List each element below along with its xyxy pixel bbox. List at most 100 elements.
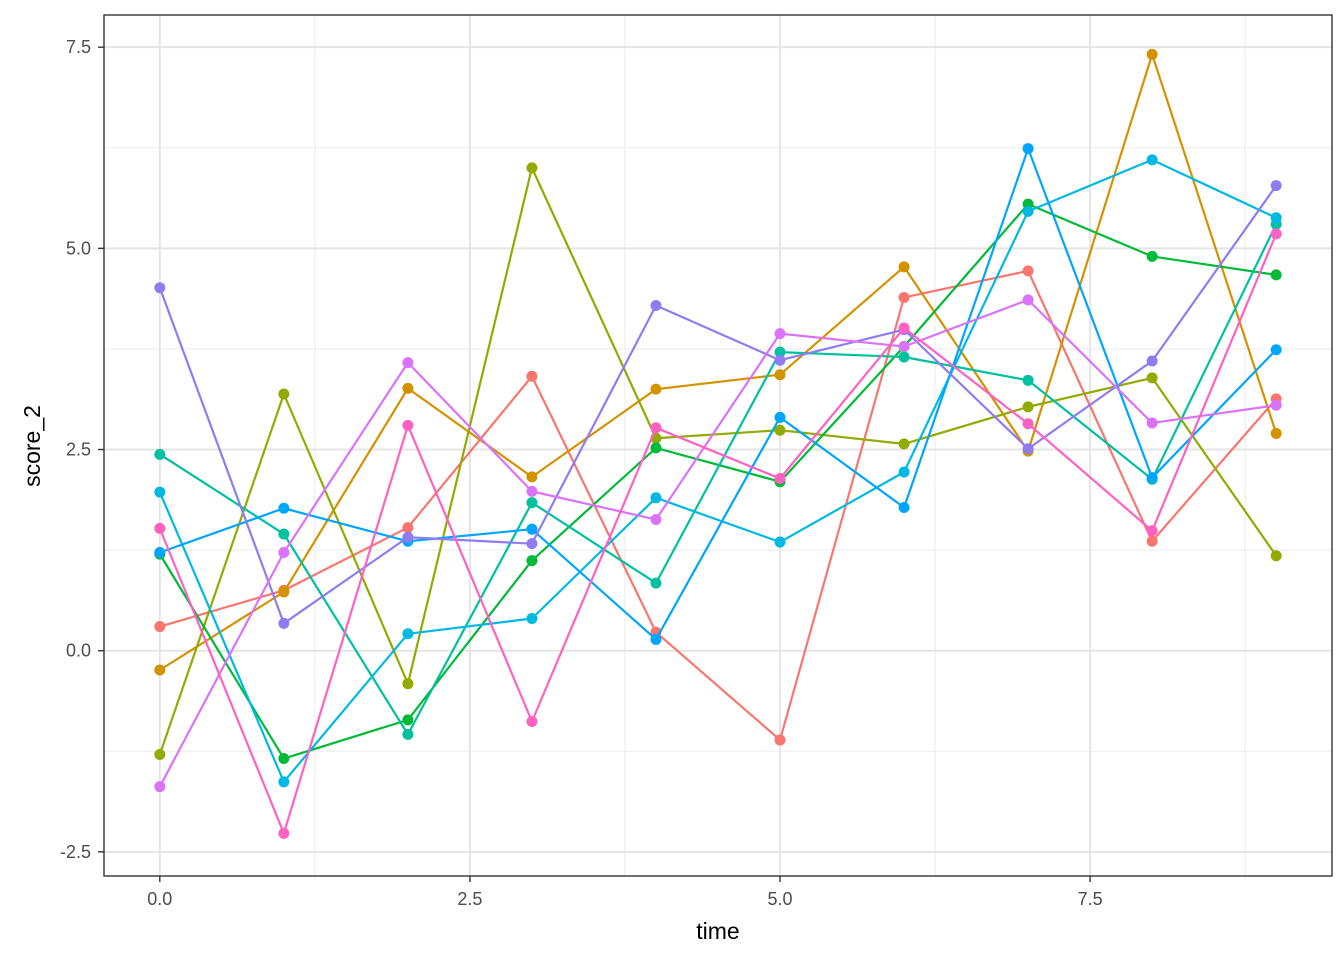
- data-point: [402, 419, 414, 431]
- data-point: [154, 748, 166, 760]
- data-point: [898, 438, 910, 450]
- series-line: [158, 166, 1278, 755]
- data-point: [1270, 228, 1282, 240]
- data-point: [650, 383, 662, 395]
- data-point: [1146, 154, 1158, 166]
- data-point: [774, 354, 786, 366]
- data-point: [402, 628, 414, 640]
- data-point: [402, 382, 414, 394]
- data-point: [278, 547, 290, 559]
- series-7: [154, 143, 1282, 645]
- data-point: [154, 781, 166, 793]
- data-point: [154, 664, 166, 676]
- data-point: [1270, 269, 1282, 281]
- y-tick-label: 0.0: [66, 641, 91, 661]
- data-point: [1146, 372, 1158, 384]
- series-9: [154, 294, 1282, 793]
- data-point: [278, 776, 290, 788]
- data-point: [526, 471, 538, 483]
- data-point: [526, 523, 538, 535]
- series-3: [154, 162, 1282, 760]
- data-point: [774, 346, 786, 358]
- data-point: [1022, 265, 1034, 277]
- data-point: [1146, 48, 1158, 60]
- data-point: [774, 328, 786, 340]
- data-point: [278, 388, 290, 400]
- series-line: [159, 147, 1277, 641]
- data-point: [278, 617, 290, 629]
- data-point: [1270, 212, 1282, 224]
- data-point: [278, 586, 290, 598]
- series-line: [159, 223, 1278, 736]
- data-point: [898, 466, 910, 478]
- data-point: [650, 577, 662, 589]
- x-tick-label: 5.0: [768, 889, 793, 909]
- data-point: [1022, 401, 1034, 413]
- y-tick-label: 2.5: [66, 440, 91, 460]
- series-line: [158, 158, 1277, 783]
- data-point: [898, 501, 910, 513]
- data-point: [402, 522, 414, 534]
- data-point: [1022, 205, 1034, 217]
- y-tick-label: 7.5: [66, 37, 91, 57]
- data-point: [650, 514, 662, 526]
- data-point: [526, 370, 538, 382]
- data-point: [402, 714, 414, 726]
- series-2: [154, 48, 1282, 676]
- data-point: [1146, 355, 1158, 367]
- data-point: [1270, 180, 1282, 192]
- data-point: [1022, 294, 1034, 306]
- data-point: [526, 162, 538, 174]
- data-point: [154, 522, 166, 534]
- series-line: [158, 298, 1277, 788]
- data-point: [154, 486, 166, 498]
- data-point: [1146, 525, 1158, 537]
- data-point: [402, 678, 414, 690]
- data-point: [650, 299, 662, 311]
- data-point: [278, 827, 290, 839]
- x-tick-label: 0.0: [147, 889, 172, 909]
- series-line: [158, 184, 1278, 625]
- data-point: [526, 485, 538, 497]
- data-point: [1022, 374, 1034, 386]
- major-gridlines: [104, 15, 1332, 876]
- data-point: [526, 538, 538, 550]
- data-point: [774, 536, 786, 548]
- series-line: [158, 233, 1278, 835]
- data-point: [774, 734, 786, 746]
- data-point: [898, 291, 910, 303]
- data-point: [278, 502, 290, 514]
- data-point: [1022, 143, 1034, 155]
- series-10: [154, 228, 1282, 839]
- data-point: [154, 621, 166, 633]
- series-6: [154, 154, 1282, 788]
- data-point: [402, 357, 414, 369]
- data-point: [526, 497, 538, 509]
- series-layer: [154, 48, 1282, 839]
- data-point: [1146, 250, 1158, 262]
- x-tick-label: 2.5: [457, 889, 482, 909]
- y-axis: -2.5 0.0 2.5 5.0 7.5: [60, 37, 104, 862]
- y-tick-label: -2.5: [60, 842, 91, 862]
- data-point: [278, 528, 290, 540]
- data-point: [1022, 443, 1034, 455]
- data-point: [526, 716, 538, 728]
- data-point: [898, 261, 910, 273]
- data-point: [774, 424, 786, 436]
- data-point: [402, 531, 414, 543]
- series-line: [158, 202, 1277, 760]
- data-point: [154, 448, 166, 460]
- data-point: [1022, 418, 1034, 430]
- series-line: [159, 53, 1278, 671]
- data-point: [154, 547, 166, 559]
- data-point: [650, 442, 662, 454]
- data-point: [1270, 399, 1282, 411]
- x-axis-title: time: [696, 918, 739, 944]
- data-point: [898, 341, 910, 353]
- data-point: [526, 555, 538, 567]
- y-tick-label: 5.0: [66, 238, 91, 258]
- data-point: [774, 369, 786, 381]
- data-point: [1270, 344, 1282, 356]
- data-point: [650, 633, 662, 645]
